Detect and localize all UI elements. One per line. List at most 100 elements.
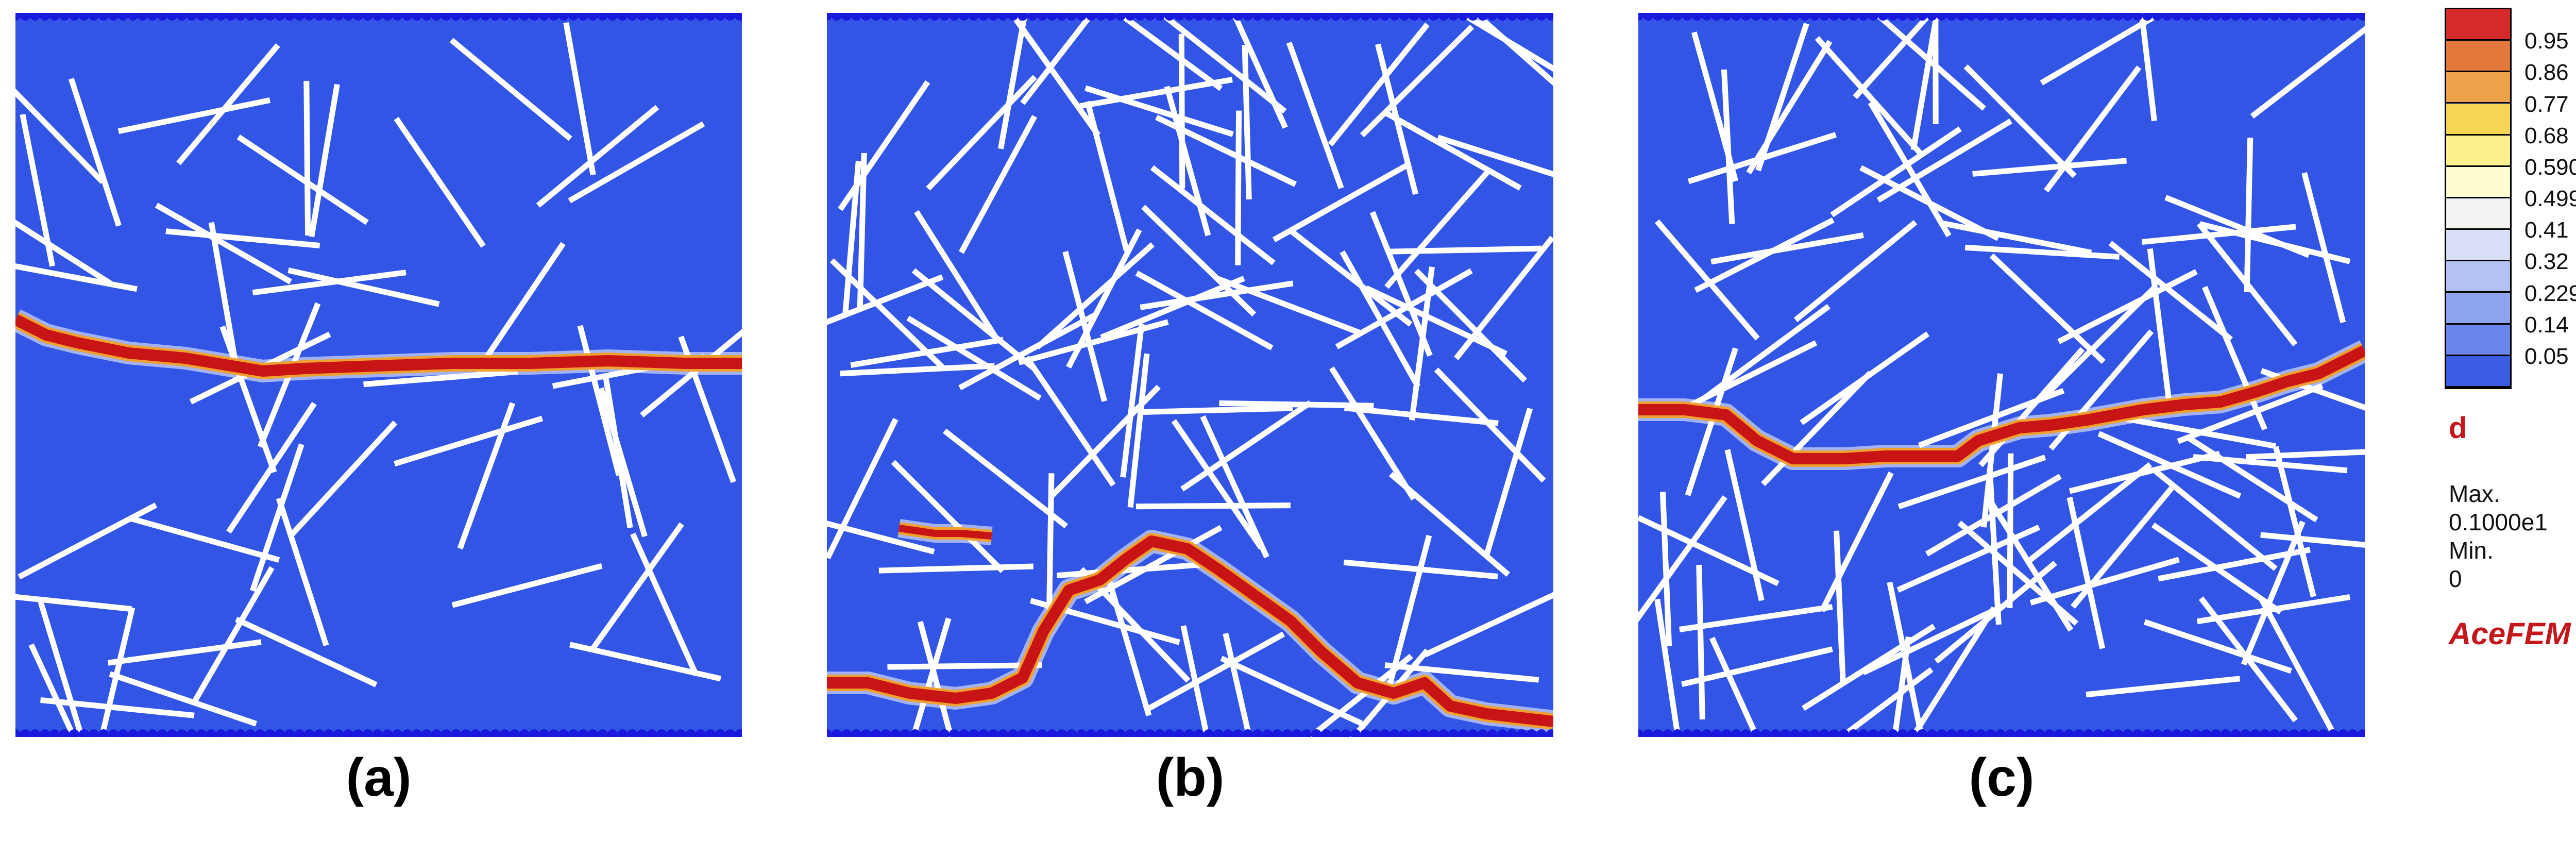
- boundary-node: [735, 729, 742, 737]
- fiber: [1375, 43, 1419, 195]
- fiber: [1084, 85, 1234, 137]
- fiber: [1164, 86, 1211, 237]
- fiber: [1024, 355, 1116, 487]
- boundary-node: [998, 729, 1008, 737]
- boundary-node: [2338, 729, 2348, 737]
- fiber: [563, 22, 596, 176]
- boundary-node: [480, 13, 490, 21]
- boundary-node: [1204, 13, 1214, 21]
- fiber: [1103, 566, 1152, 716]
- boundary-node: [1174, 13, 1184, 21]
- boundary-node: [49, 13, 60, 21]
- fiber: [28, 643, 77, 737]
- boundary-node: [118, 13, 128, 21]
- boundary-node: [1897, 729, 1908, 737]
- legend-color-bar: [2445, 8, 2512, 389]
- boundary-node: [578, 13, 588, 21]
- fiber-group: [1638, 13, 2365, 737]
- boundary-node: [920, 13, 930, 21]
- boundary-node: [627, 13, 637, 21]
- boundary-node: [98, 13, 109, 21]
- boundary-node: [1682, 13, 1692, 21]
- boundary-node: [1409, 729, 1419, 737]
- boundary-node: [1350, 13, 1361, 21]
- fiber: [2027, 462, 2153, 563]
- boundary-node: [2338, 13, 2348, 21]
- legend-tick: 0.499: [2524, 186, 2576, 211]
- fiber: [107, 639, 262, 666]
- fiber: [2086, 676, 2241, 698]
- fiber: [1409, 266, 1435, 421]
- panel-c: [1638, 13, 2365, 737]
- fiber: [38, 601, 85, 737]
- fiber: [2185, 434, 2318, 523]
- boundary-node: [1311, 729, 1321, 737]
- boundary-node: [2358, 13, 2365, 21]
- fiber: [309, 83, 340, 238]
- boundary-node: [1360, 13, 1370, 21]
- boundary-node: [2035, 729, 2045, 737]
- boundary-node: [1829, 729, 1839, 737]
- fiber: [1150, 165, 1276, 265]
- boundary-node: [1262, 729, 1273, 737]
- boundary-node: [2054, 13, 2064, 21]
- boundary-node: [1692, 729, 1702, 737]
- boundary-node: [1301, 13, 1312, 21]
- boundary-node: [1194, 13, 1204, 21]
- legend-tick: 0.86: [2524, 60, 2569, 86]
- fiber: [2158, 547, 2311, 582]
- boundary-node: [421, 13, 432, 21]
- boundary-node: [1106, 13, 1116, 21]
- boundary-node: [880, 13, 891, 21]
- legend-tick: 0.68: [2524, 123, 2569, 148]
- boundary-node: [2221, 13, 2231, 21]
- boundary-node: [1438, 729, 1449, 737]
- boundary-node: [1927, 729, 1937, 737]
- boundary-node: [1252, 729, 1263, 737]
- boundary-node: [138, 729, 148, 737]
- fiber: [2241, 521, 2306, 666]
- fiber: [1286, 41, 1344, 189]
- boundary-node: [1653, 13, 1663, 21]
- fiber: [906, 315, 1042, 401]
- boundary-node: [2269, 13, 2280, 21]
- boundary-node: [2230, 729, 2241, 737]
- boundary-node: [1350, 729, 1361, 737]
- boundary-node: [2240, 729, 2250, 737]
- boundary-node: [900, 729, 910, 737]
- fiber: [2250, 26, 2365, 119]
- panel-a: [15, 13, 742, 737]
- boundary-node: [2132, 729, 2143, 737]
- boundary-node: [324, 729, 334, 737]
- boundary-node: [871, 13, 881, 21]
- fiber: [1483, 407, 1533, 558]
- boundary-node: [1252, 13, 1263, 21]
- panel-b: [827, 13, 1553, 737]
- boundary-node: [2260, 729, 2270, 737]
- legend-tick: 0.32: [2524, 249, 2569, 275]
- boundary-node: [431, 729, 442, 737]
- boundary-node: [949, 13, 959, 21]
- boundary-node: [206, 13, 216, 21]
- boundary-node-group: [827, 13, 1553, 737]
- boundary-node: [294, 13, 304, 21]
- boundary-node: [1868, 13, 1878, 21]
- fiber: [1140, 280, 1294, 310]
- fiber: [958, 312, 1097, 391]
- boundary-node: [1282, 13, 1292, 21]
- boundary-node: [910, 729, 920, 737]
- boundary-node: [1233, 729, 1243, 737]
- boundary-node: [890, 13, 901, 21]
- crack-path: [827, 519, 1553, 733]
- fiber: [1018, 319, 1169, 365]
- boundary-node: [1125, 13, 1136, 21]
- boundary-node: [1429, 729, 1439, 737]
- boundary-node: [1135, 729, 1145, 737]
- fiber: [1862, 603, 2004, 675]
- legend-min-label: Min.: [2449, 537, 2494, 564]
- boundary-node: [1995, 729, 2006, 737]
- fiber: [2246, 449, 2365, 460]
- boundary-node: [1184, 729, 1194, 737]
- fiber: [1939, 220, 2092, 256]
- boundary-node: [1370, 729, 1380, 737]
